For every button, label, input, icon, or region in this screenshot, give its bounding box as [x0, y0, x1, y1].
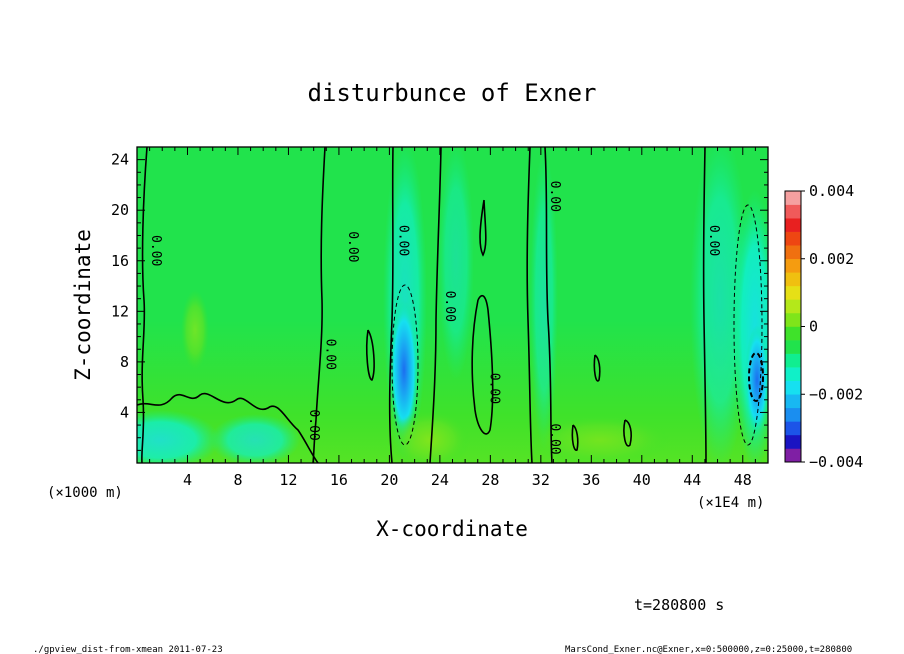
- colorbar-swatch: [785, 421, 801, 436]
- colorbar-tick-label: −0.004: [809, 453, 863, 471]
- colorbar-swatch: [785, 285, 801, 300]
- x-tick-label: 4: [183, 471, 192, 489]
- contour-label: 0.00: [547, 423, 562, 454]
- field-yellow-patch: [390, 410, 470, 463]
- colorbar-swatch: [785, 245, 801, 260]
- contour-lines: [137, 147, 707, 463]
- plot-area: 0.00 0.00 0.00 0.00 0.00 0.00 0.00 0.00 0.00 0.00: [137, 147, 768, 463]
- footer-left: ./gpview_dist-from-xmean 2011-07-23: [33, 645, 223, 654]
- y-tick-label: 12: [111, 302, 129, 320]
- colorbar-tick-label: 0.002: [809, 250, 854, 268]
- x-tick-label: 12: [279, 471, 297, 489]
- x-tick-label: 32: [532, 471, 550, 489]
- y-axis: 4 8 12 16 20 24: [111, 151, 768, 451]
- field-blue-core: [745, 325, 768, 435]
- contour-label: 0.00: [322, 339, 337, 370]
- x-unit-label: (×1000 m): [47, 485, 123, 501]
- x-tick-label: 36: [582, 471, 600, 489]
- colorbar-swatch: [785, 394, 801, 409]
- y-tick-label: 8: [120, 353, 129, 371]
- contour-label: 0.00: [345, 231, 360, 262]
- contour-label: 0.00: [486, 373, 501, 404]
- colorbar-swatch: [785, 380, 801, 395]
- colorbar-tick-label: 0: [809, 318, 818, 336]
- field-yellow-patch: [530, 415, 670, 463]
- x-tick-label: 8: [233, 471, 242, 489]
- x-tick-label: 24: [431, 471, 449, 489]
- field-yellow-patch: [181, 290, 209, 370]
- colorbar-swatch: [785, 191, 801, 205]
- contour-label: 0.00: [547, 181, 562, 212]
- colorbar-swatch: [785, 258, 801, 273]
- field-blue-core: [390, 300, 418, 440]
- y-tick-label: 16: [111, 252, 129, 270]
- time-label: t=280800 s: [634, 596, 724, 614]
- colorbar-swatch: [785, 434, 801, 449]
- colorbar-swatch: [785, 326, 801, 341]
- colorbar-swatch: [785, 204, 801, 219]
- colorbar: 0.004 0.002 0 −0.002 −0.004: [784, 182, 863, 471]
- colorbar-swatch: [785, 407, 801, 422]
- colorbar-swatch: [785, 218, 801, 232]
- colorbar-tick-label: −0.002: [809, 385, 863, 403]
- contour-labels: 0.00 0.00 0.00 0.00 0.00 0.00 0.00 0.00 0.00 0.00: [148, 181, 721, 455]
- y-axis-title: Z-coordinate: [71, 229, 95, 381]
- x-axis-title: X-coordinate: [376, 517, 528, 541]
- field-cyan-band: [137, 410, 220, 463]
- y-tick-label: 20: [111, 201, 129, 219]
- contour-label: 0.00: [395, 225, 410, 256]
- colorbar-swatch: [785, 367, 801, 381]
- contour-label: 0.00: [306, 409, 321, 440]
- x-tick-label: 28: [481, 471, 499, 489]
- contour-label: 0.00: [706, 225, 721, 256]
- x-axis: 4 8 12 16 20 24 28 32 36 40 44 48: [149, 147, 756, 489]
- contour-lines-negative: [391, 204, 763, 446]
- colorbar-swatch: [785, 312, 801, 327]
- contour-label: 0.00: [442, 291, 457, 322]
- y-tick-label: 24: [111, 151, 129, 169]
- colorbar-swatch: [785, 299, 801, 314]
- chart-title: disturbunce of Exner: [308, 79, 597, 107]
- footer-right: MarsCond_Exner.nc@Exner,x=0:500000,z=0:2…: [565, 645, 852, 654]
- colorbar-swatch: [785, 340, 801, 354]
- x-tick-label: 16: [330, 471, 348, 489]
- x-tick-label: 48: [734, 471, 752, 489]
- field-cyan-band: [438, 147, 474, 380]
- field-cyan-band: [210, 414, 300, 463]
- x-tick-label: 44: [683, 471, 701, 489]
- contour-lines-negative-strong: [748, 352, 764, 402]
- colorbar-tick-label: 0.004: [809, 182, 854, 200]
- colorbar-swatch: [785, 272, 801, 287]
- x-scale-label: (×1E4 m): [697, 495, 764, 511]
- colorbar-swatch: [785, 353, 801, 368]
- x-tick-label: 20: [380, 471, 398, 489]
- colorbar-swatch: [785, 231, 801, 246]
- colorbar-swatch: [785, 448, 801, 463]
- x-tick-label: 40: [633, 471, 651, 489]
- y-tick-label: 4: [120, 403, 129, 421]
- contour-label: 0.00: [148, 235, 163, 266]
